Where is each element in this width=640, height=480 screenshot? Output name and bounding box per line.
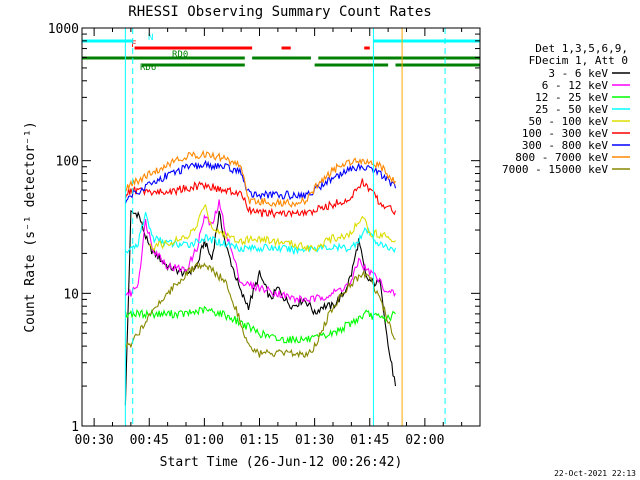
y-tick-label: 10	[63, 287, 79, 302]
legend-label-7000-15000-kev: 7000 - 15000 keV	[502, 163, 608, 176]
y-tick-label: 1000	[48, 22, 79, 37]
series-line-6-12-kev	[125, 199, 396, 304]
x-tick-label: 00:45	[130, 433, 169, 448]
legend-label-6-12-kev: 6 - 12 keV	[542, 79, 609, 92]
x-tick-label: 00:30	[75, 433, 114, 448]
y-axis-label: Count Rate (s⁻¹ detector⁻¹)	[23, 121, 38, 332]
chart-title: RHESSI Observing Summary Count Rates	[128, 4, 431, 20]
flag-label-f: F	[131, 40, 136, 50]
series-line-25-50-kev	[125, 212, 397, 255]
x-tick-label: 01:00	[185, 433, 224, 448]
flag-layer: N F RD0 RD6	[82, 33, 480, 73]
x-axis-label: Start Time (26-Jun-12 00:26:42)	[160, 455, 403, 470]
footer-date: 22-Oct-2021 22:13	[554, 469, 636, 478]
legend-label-800-7000-kev: 800 - 7000 keV	[515, 151, 608, 164]
flag-label-rd0: RD0	[172, 50, 188, 60]
vline-layer	[124, 28, 446, 426]
series-line-300-800-kev	[124, 159, 397, 204]
x-tick-label: 02:00	[405, 433, 444, 448]
legend-header-line: Det 1,3,5,6,9,	[535, 42, 628, 55]
x-tick-label: 01:15	[240, 433, 279, 448]
legend-label-12-25-kev: 12 - 25 keV	[535, 91, 608, 104]
legend: Det 1,3,5,6,9,FDecim 1, Att 03 - 6 keV6 …	[502, 42, 630, 176]
legend-header-line: FDecim 1, Att 0	[529, 54, 628, 67]
series-line-7000-15000-kev	[124, 261, 396, 359]
y-tick-label: 1	[71, 420, 79, 435]
x-tick-label: 01:45	[350, 433, 389, 448]
legend-label-50-100-kev: 50 - 100 keV	[529, 115, 609, 128]
series-layer	[124, 149, 397, 406]
series-line-50-100-kev	[148, 203, 396, 253]
series-line-100-300-kev	[124, 178, 397, 219]
series-line-12-25-kev	[124, 305, 396, 345]
legend-label-25-50-kev: 25 - 50 keV	[535, 103, 608, 116]
x-tick-label: 01:30	[295, 433, 334, 448]
y-tick-label: 100	[56, 155, 79, 170]
plot-frame	[81, 27, 481, 427]
legend-label-100-300-kev: 100 - 300 keV	[522, 127, 608, 140]
legend-label-300-800-kev: 300 - 800 keV	[522, 139, 608, 152]
series-line-800-7000-kev	[125, 149, 396, 208]
legend-label-3-6-kev: 3 - 6 keV	[548, 67, 608, 80]
tick-layer: 00:30 00:45 01:00 01:15 01:30 01:45 02:00 1 10 10…	[48, 22, 480, 448]
flag-label-rd6: RD6	[140, 63, 156, 73]
flag-label-n: N	[148, 33, 153, 43]
